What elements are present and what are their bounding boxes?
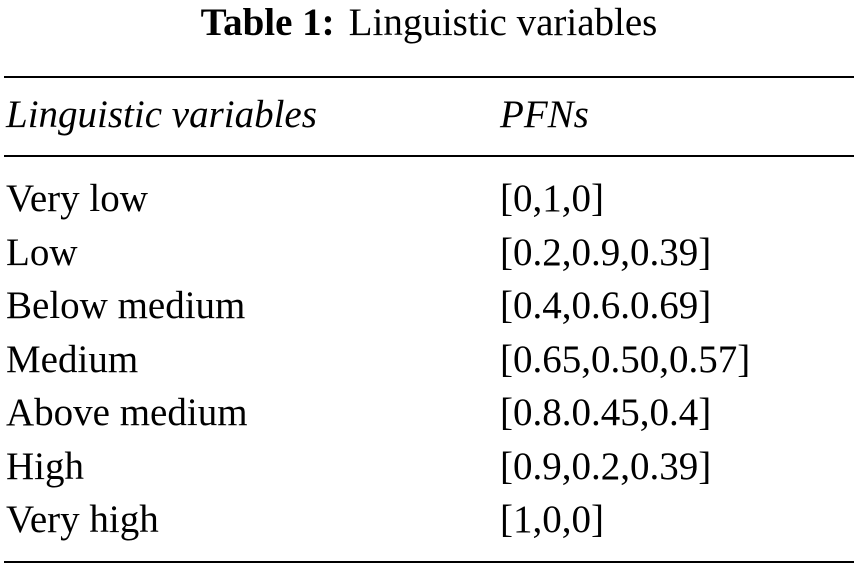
table-row: Very high [1,0,0]	[0, 497, 858, 551]
linguistic-variable: Above medium	[6, 391, 248, 434]
linguistic-variable: Below medium	[6, 284, 246, 327]
pfn-value: [0.2,0.9,0.39]	[500, 230, 712, 274]
pfn-value: [0.4,0.6.0.69]	[500, 284, 712, 327]
linguistic-variable: Very high	[6, 498, 159, 541]
linguistic-variable: High	[6, 444, 84, 488]
table-label: Table 1:	[200, 1, 335, 44]
top-rule	[4, 76, 854, 78]
table-row: Low [0.2,0.9,0.39]	[0, 230, 858, 284]
column-header-pfns: PFNs	[500, 93, 589, 136]
linguistic-variable: Medium	[6, 337, 139, 381]
table-caption: Table 1: Linguistic variables	[0, 0, 858, 46]
pfn-value: [0.65,0.50,0.57]	[500, 337, 751, 381]
pfn-value: [0.8.0.45,0.4]	[500, 391, 712, 434]
table-row: High [0.9,0.2,0.39]	[0, 444, 858, 498]
column-header-variables: Linguistic variables	[6, 93, 317, 136]
table-row: Below medium [0.4,0.6.0.69]	[0, 283, 858, 337]
table-row: Above medium [0.8.0.45,0.4]	[0, 390, 858, 444]
linguistic-variable: Low	[6, 230, 78, 274]
pfn-value: [0,1,0]	[500, 177, 604, 220]
table-body: Very low [0,1,0] Low [0.2,0.9,0.39] Below me…	[0, 176, 858, 551]
table-row: Medium [0.65,0.50,0.57]	[0, 337, 858, 391]
linguistic-variable: Very low	[6, 177, 148, 220]
pfn-value: [1,0,0]	[500, 498, 604, 541]
table-title: Linguistic variables	[348, 1, 658, 44]
bottom-rule	[4, 561, 854, 563]
table-row: Very low [0,1,0]	[0, 176, 858, 230]
header-rule	[4, 155, 854, 157]
pfn-value: [0.9,0.2,0.39]	[500, 444, 712, 488]
